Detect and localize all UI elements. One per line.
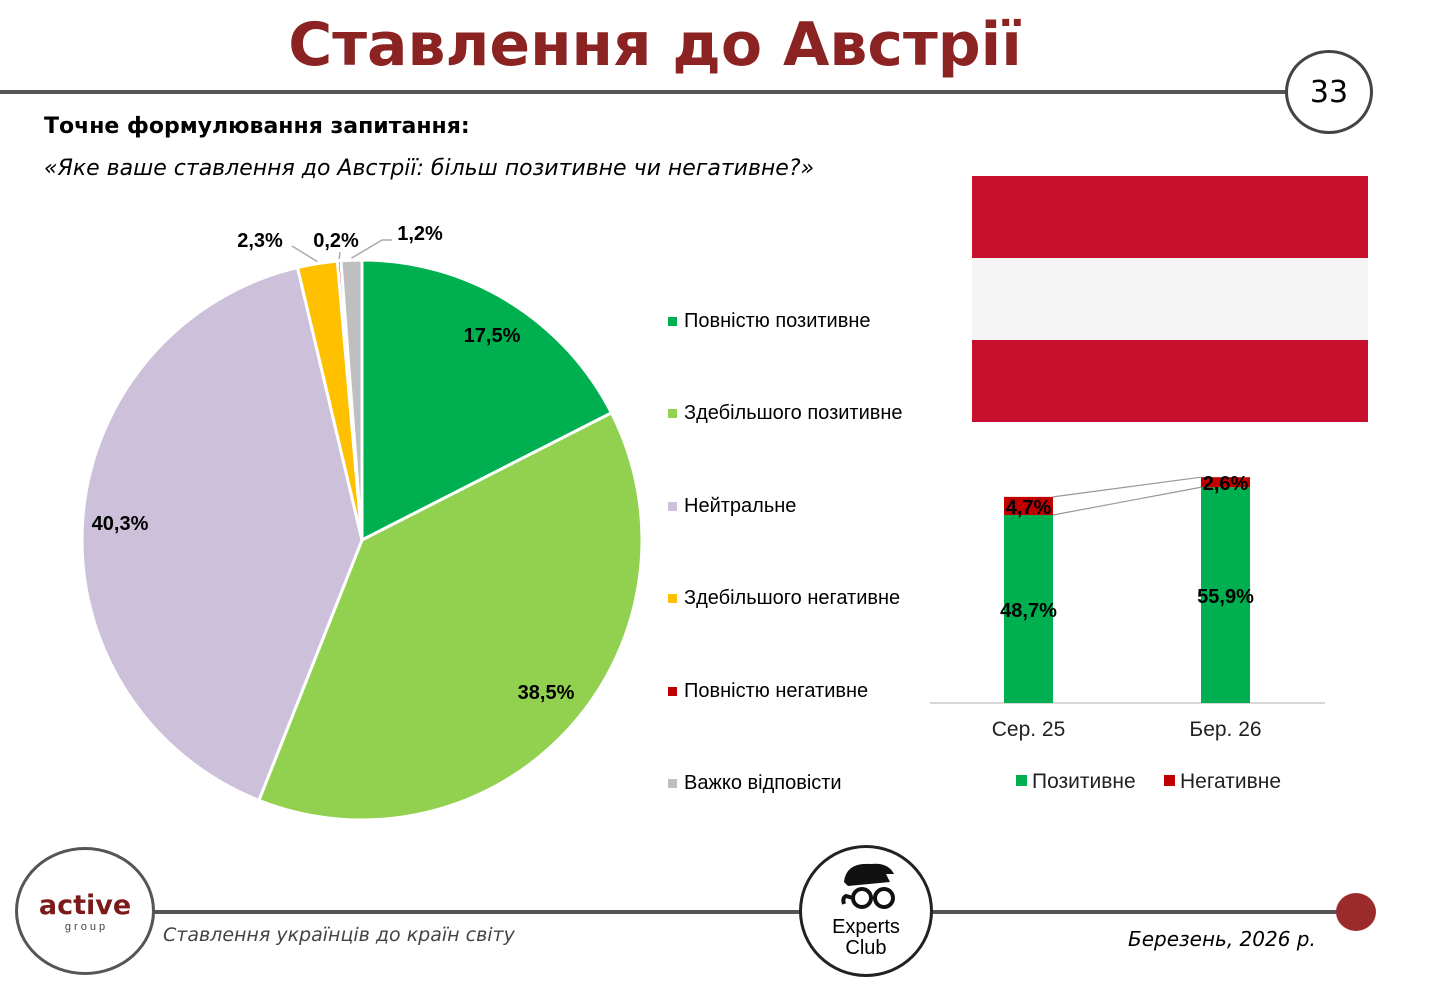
bar-segment-negative <box>1004 496 1053 516</box>
flag-stripe-bottom <box>972 340 1368 422</box>
legend-swatch <box>668 594 677 604</box>
page-number: 33 <box>1285 50 1373 134</box>
x-tick-label: Сер. 25 <box>992 718 1066 741</box>
legend-swatch <box>668 317 677 326</box>
experts-club-logo: Experts Club <box>799 845 933 977</box>
leader-line <box>291 245 318 263</box>
bar-chart: 48,7% 4,7% Сер. 25 55,9% 2,6% Бер. 26 Позитивн… <box>930 473 1325 793</box>
data-label: 40,3% <box>92 513 149 535</box>
legend-item: Здебільшого негативне <box>668 587 900 610</box>
legend-swatch <box>1016 775 1027 786</box>
leader-line <box>338 251 341 260</box>
pie-chart: 17,5% 38,5% 40,3% 2,3% 0,2% 1,2% <box>80 223 644 822</box>
logo-line1: Experts <box>832 916 900 938</box>
series-line <box>1052 476 1202 498</box>
x-tick-label: Бер. 26 <box>1189 718 1261 741</box>
bar-value-label: 48,7% <box>1000 600 1057 622</box>
austria-flag <box>972 176 1368 422</box>
active-group-logo: active g r o u p <box>15 847 155 975</box>
legend-label: Важко відповісти <box>684 772 842 794</box>
data-label: 2,3% <box>237 230 283 252</box>
decorative-dot <box>1336 893 1376 931</box>
bar-segment-positive <box>1201 487 1250 703</box>
legend-item: Повністю позитивне <box>668 310 871 333</box>
logo-sub-text: g r o u p <box>64 921 106 933</box>
glasses-face-icon <box>841 863 895 909</box>
page-title: Ставлення до Австрії <box>288 10 1022 80</box>
survey-date: Березень, 2026 р. <box>1128 927 1316 951</box>
bar-value-label: 55,9% <box>1197 586 1254 608</box>
pie-slice <box>339 258 364 541</box>
flag-stripe-top <box>972 176 1368 258</box>
series-line <box>1052 486 1202 516</box>
header-divider <box>0 90 1290 94</box>
legend-label: Нейтральне <box>684 494 797 517</box>
leader-line <box>351 239 392 259</box>
data-label: 17,5% <box>464 325 521 347</box>
legend-swatch <box>668 779 677 788</box>
legend-label: Позитивне <box>1032 770 1136 793</box>
legend-item: Важко відповісти <box>668 772 842 795</box>
legend-swatch <box>668 409 677 419</box>
pie-slice <box>256 410 644 822</box>
legend-swatch <box>668 686 677 696</box>
logo-line2: Club <box>845 937 887 959</box>
legend-item: Повністю негативне <box>668 680 868 703</box>
flag-stripe-middle <box>972 258 1368 340</box>
logo-main-text: active <box>38 890 132 921</box>
pie-slice <box>360 258 614 543</box>
bar-segment-positive <box>1004 515 1053 703</box>
legend-swatch <box>1164 775 1175 786</box>
question-text: «Яке ваше ставлення до Австрії: більш по… <box>44 156 815 181</box>
bar-segment-negative <box>1201 477 1250 488</box>
pie-slice <box>80 265 364 803</box>
legend-label: Повністю позитивне <box>684 310 871 332</box>
legend-label: Здебільшого позитивне <box>684 402 903 425</box>
legend-item: Здебільшого позитивне <box>668 402 903 425</box>
data-label: 38,5% <box>518 682 575 704</box>
legend-swatch <box>668 501 677 511</box>
bar-value-label: 2,6% <box>1203 473 1249 495</box>
legend-label: Негативне <box>1180 770 1281 793</box>
legend-label: Повністю негативне <box>684 679 869 702</box>
survey-title: Ставлення українців до країн світу <box>163 924 515 946</box>
footer-divider <box>150 910 1350 914</box>
data-label: 0,2% <box>313 230 359 252</box>
legend-label: Здебільшого негативне <box>684 587 901 610</box>
question-heading: Точне формулювання запитання: <box>44 114 470 139</box>
legend-item: Нейтральне <box>668 495 796 518</box>
bar-value-label: 4,7% <box>1006 497 1052 519</box>
data-label: 1,2% <box>397 223 443 245</box>
